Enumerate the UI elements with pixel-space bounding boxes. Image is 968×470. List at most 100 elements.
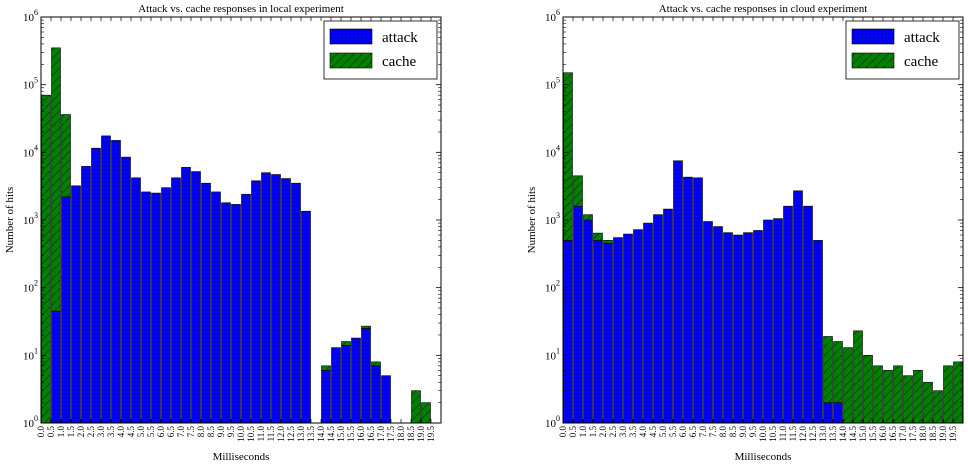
attack-bar: [723, 232, 733, 424]
x-tick-label: 17.5: [386, 426, 396, 442]
attack-bar: [803, 205, 813, 424]
cache-bar: [51, 47, 61, 312]
attack-bar: [321, 370, 331, 424]
y-tick-label: 103: [23, 211, 38, 227]
x-tick-label: 9.0: [738, 426, 748, 438]
attack-bar: [211, 191, 221, 424]
cache-bar: [943, 365, 953, 424]
x-tick-label: 3.0: [618, 426, 628, 438]
chart-title: Attack vs. cache responses in cloud expe…: [659, 3, 868, 15]
cache-legend-swatch: [329, 52, 373, 69]
legend-label-cache: cache: [382, 54, 416, 70]
attack-bar: [753, 230, 763, 424]
legend-label-cache: cache: [904, 54, 938, 70]
x-tick-label: 15.5: [868, 426, 878, 442]
attack-bar: [271, 174, 281, 424]
x-tick-label: 19.0: [938, 426, 948, 442]
x-tick-label: 2.0: [76, 426, 86, 438]
cache-bar: [863, 355, 873, 424]
attack-bar: [381, 375, 391, 424]
x-tick-label: 10.5: [768, 426, 778, 442]
cache-bar: [893, 365, 903, 424]
cache-bar: [603, 240, 613, 244]
cache-bar: [873, 365, 883, 424]
x-tick-label: 7.5: [708, 426, 718, 438]
cache-bar: [843, 347, 853, 424]
local-experiment-chart: Attack vs. cache responses in local expe…: [4, 3, 442, 463]
attack-bar: [783, 205, 793, 424]
y-axis-label: Number of hits: [526, 187, 538, 254]
attack-bar: [823, 402, 833, 424]
cache-bar: [953, 361, 963, 424]
x-tick-label: 11.5: [266, 426, 276, 442]
x-tick-label: 6.0: [678, 426, 688, 438]
x-tick-label: 2.5: [608, 426, 618, 438]
y-tick-label: 103: [545, 211, 560, 227]
attack-bar: [81, 166, 91, 424]
attack-bar: [733, 234, 743, 424]
cache-bar: [933, 390, 943, 424]
attack-bar: [683, 176, 693, 424]
x-tick-label: 2.0: [598, 426, 608, 438]
x-tick-label: 4.0: [638, 426, 648, 438]
attack-bar: [61, 196, 71, 424]
x-tick-label: 0.5: [568, 426, 578, 438]
x-tick-label: 10.0: [758, 426, 768, 442]
x-tick-label: 14.0: [316, 426, 326, 442]
attack-bar: [341, 345, 351, 424]
x-tick-label: 11.0: [256, 426, 266, 442]
attack-bar: [241, 193, 251, 424]
chart-title: Attack vs. cache responses in local expe…: [138, 3, 344, 15]
attack-legend-swatch: [851, 28, 895, 45]
x-tick-label: 6.5: [688, 426, 698, 438]
x-tick-label: 3.5: [628, 426, 638, 438]
x-tick-label: 12.5: [286, 426, 296, 442]
cache-bar: [833, 341, 843, 403]
attack-bar: [371, 365, 381, 424]
attack-bar: [813, 240, 823, 424]
x-tick-label: 16.5: [888, 426, 898, 442]
x-tick-label: 7.0: [698, 426, 708, 438]
x-tick-label: 18.0: [918, 426, 928, 442]
y-tick-label: 102: [23, 279, 38, 295]
x-tick-label: 12.0: [798, 426, 808, 442]
x-tick-label: 2.5: [86, 426, 96, 438]
y-tick-label: 104: [23, 143, 38, 159]
x-tick-label: 4.0: [116, 426, 126, 438]
x-tick-label: 13.5: [306, 426, 316, 442]
y-tick-label: 104: [545, 143, 560, 159]
legend-label-attack: attack: [382, 30, 418, 46]
y-tick-label: 105: [545, 76, 560, 92]
attack-bar: [71, 185, 81, 424]
cache-bar: [411, 390, 421, 424]
attack-legend-swatch: [329, 28, 373, 45]
attack-bar: [793, 190, 803, 424]
cache-bar: [41, 94, 51, 424]
y-tick-label: 106: [23, 8, 38, 24]
attack-bar: [231, 204, 241, 424]
cache-bar: [593, 232, 603, 241]
attack-bar: [351, 337, 361, 424]
attack-bar: [673, 160, 683, 424]
attack-bar: [261, 172, 271, 424]
attack-bar: [583, 219, 593, 424]
cache-bar: [61, 114, 71, 198]
cache-bar: [371, 361, 381, 367]
attack-bar: [693, 177, 703, 424]
attack-bar: [361, 328, 371, 424]
x-tick-label: 8.0: [196, 426, 206, 438]
x-tick-label: 6.5: [166, 426, 176, 438]
x-tick-label: 12.5: [808, 426, 818, 442]
attack-bar: [171, 177, 181, 424]
cache-bar: [361, 325, 371, 329]
x-tick-label: 17.0: [376, 426, 386, 442]
x-tick-label: 9.5: [748, 426, 758, 438]
x-tick-label: 5.5: [668, 426, 678, 438]
attack-bar: [703, 221, 713, 424]
x-tick-label: 19.5: [948, 426, 958, 442]
x-tick-label: 7.5: [186, 426, 196, 438]
x-tick-label: 0.5: [46, 426, 56, 438]
x-tick-label: 8.5: [206, 426, 216, 438]
y-axis-label: Number of hits: [4, 187, 16, 254]
y-tick-label: 101: [23, 346, 38, 362]
